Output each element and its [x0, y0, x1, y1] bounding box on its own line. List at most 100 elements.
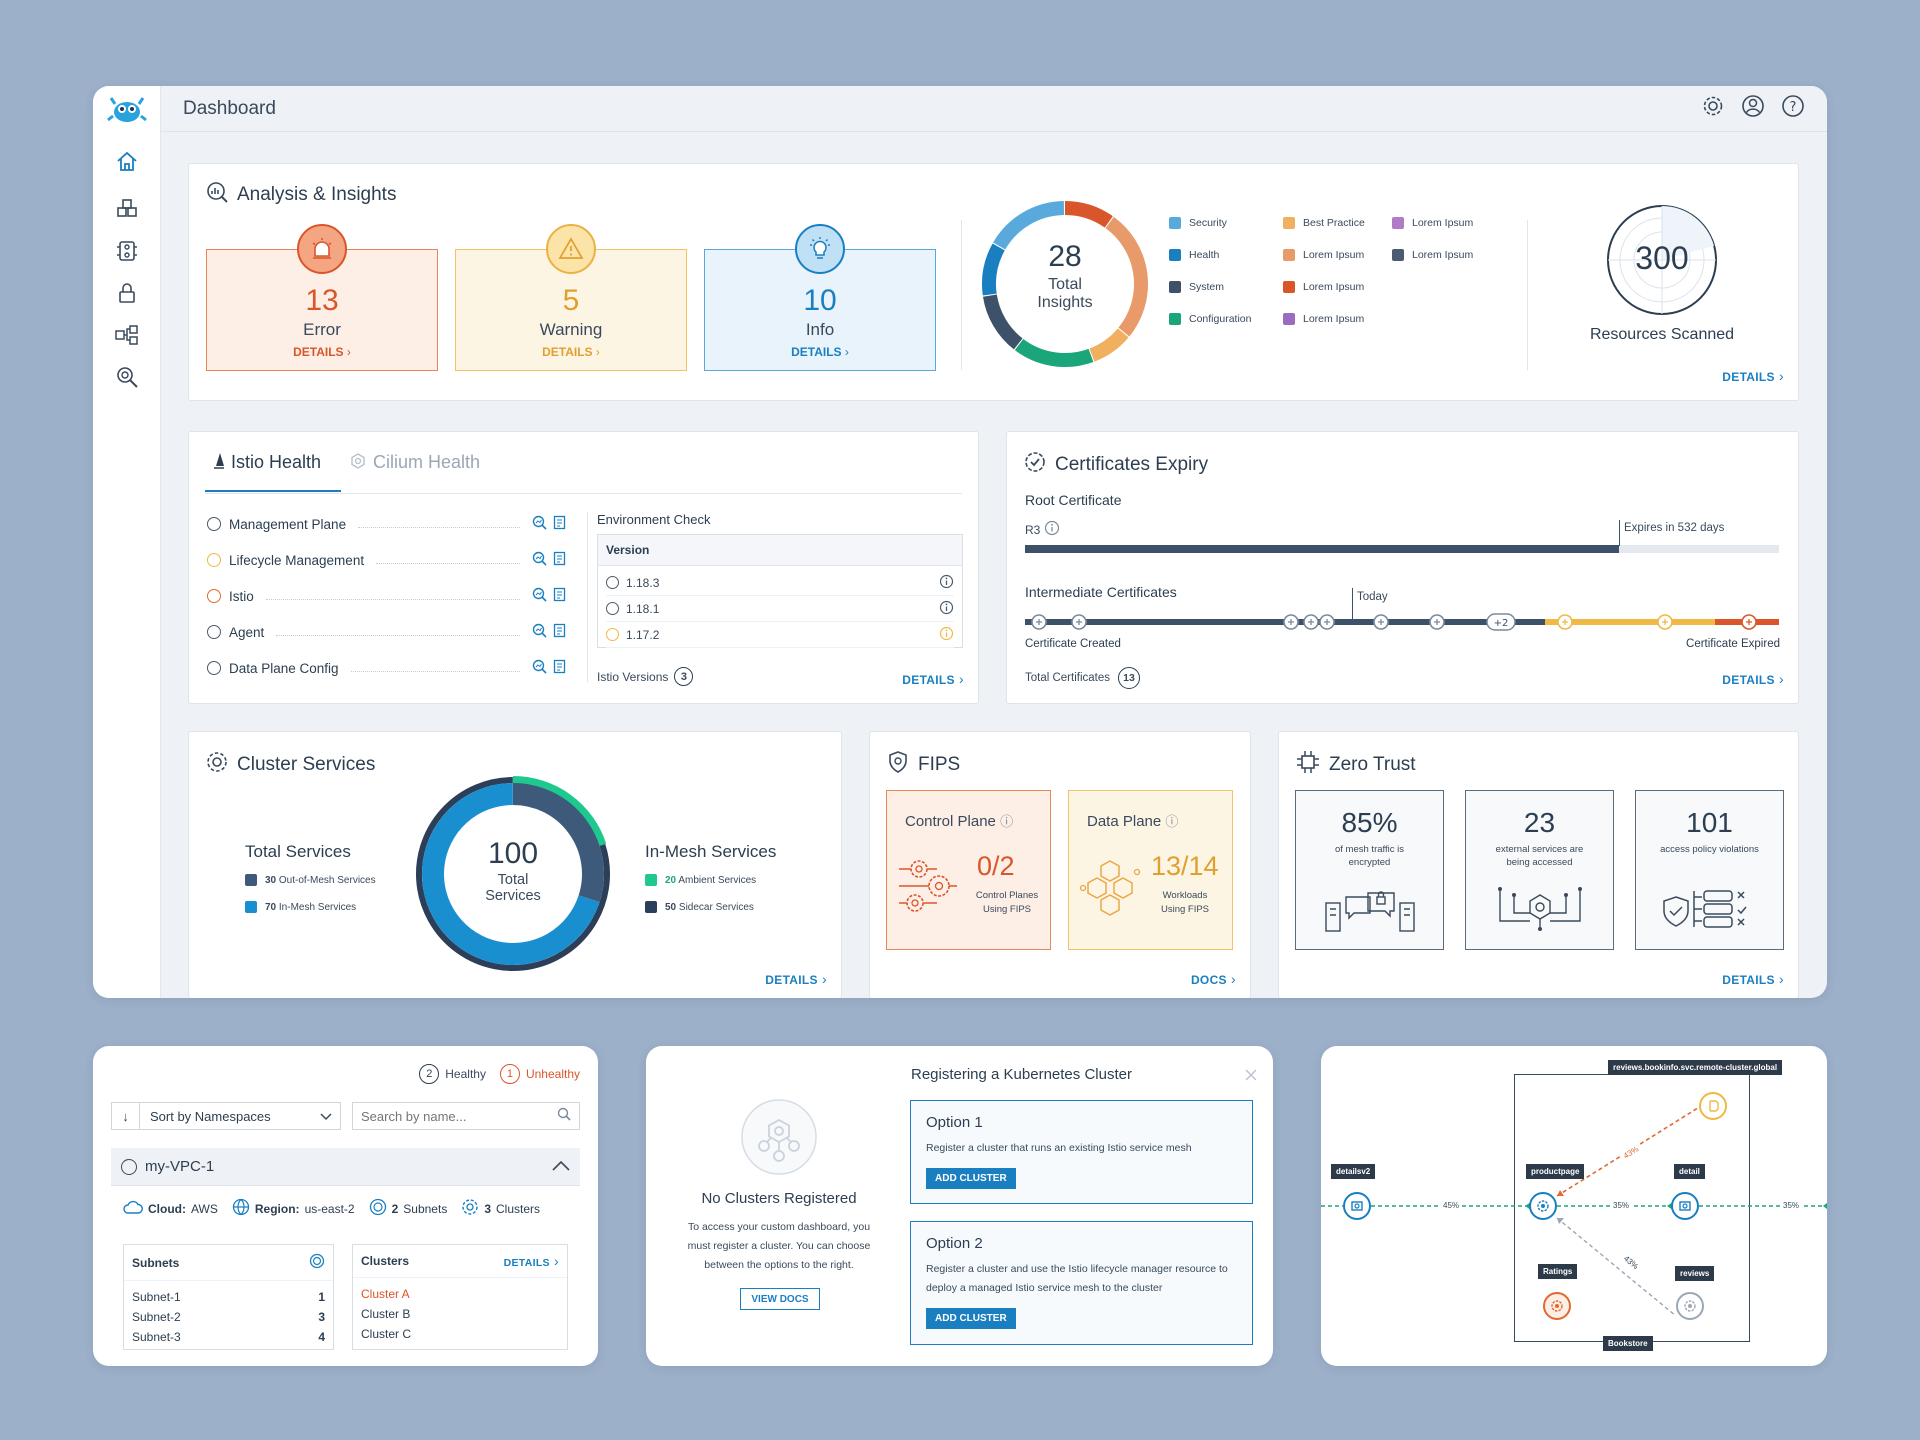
help-icon[interactable]: ?	[1781, 94, 1805, 123]
subnets-box: Subnets Subnet-1 1 Subnet-2 3 Subnet-3 4	[123, 1244, 334, 1350]
search-analysis-icon[interactable]	[532, 515, 547, 533]
subnet-row[interactable]: Subnet-1 1	[132, 1290, 325, 1304]
warning-icon	[546, 224, 596, 274]
insights-icon	[205, 180, 229, 210]
search-analysis-icon[interactable]	[532, 551, 547, 569]
search-analysis-icon[interactable]	[532, 659, 547, 677]
health-row[interactable]: Data Plane Config	[207, 659, 567, 677]
logs-icon[interactable]	[553, 587, 567, 605]
cluster-details-link[interactable]: DETAILS	[765, 971, 827, 987]
search-analysis-icon[interactable]	[532, 587, 547, 605]
search-analysis-icon[interactable]	[532, 623, 547, 641]
edge-label-45: 45%	[1441, 1201, 1462, 1210]
error-box[interactable]: 13 Error DETAILS	[206, 224, 438, 371]
chevron-up-icon[interactable]	[552, 1158, 570, 1175]
zt-violations-box[interactable]: 101 access policy violations	[1635, 790, 1784, 950]
status-circle-icon	[606, 628, 619, 641]
cert-expired-label: Certificate Expired	[1686, 638, 1780, 650]
subnet-row[interactable]: Subnet-2 3	[132, 1310, 325, 1324]
details-node[interactable]	[1343, 1192, 1371, 1220]
clusters-details-link[interactable]: DETAILS	[504, 1253, 559, 1269]
logs-icon[interactable]	[553, 623, 567, 641]
info-icon[interactable]	[939, 574, 954, 592]
detail-node[interactable]	[1671, 1192, 1699, 1220]
add-cluster-button-option2[interactable]: ADD CLUSTER	[926, 1307, 1016, 1329]
nav-home-icon[interactable]	[93, 140, 160, 182]
fips-docs-link[interactable]: DOCS	[1191, 971, 1236, 987]
control-plane-box[interactable]: Control Plane ⓘ 0/2 Control Planes Using …	[886, 790, 1051, 950]
analysis-details-link[interactable]: DETAILS	[1722, 368, 1784, 384]
nav-topology-icon[interactable]	[93, 314, 160, 356]
zt-external-box[interactable]: 23 external services are being accessed	[1465, 790, 1614, 950]
nav-search-insights-icon[interactable]	[93, 356, 160, 398]
search-input[interactable]	[353, 1103, 557, 1129]
logs-icon[interactable]	[553, 515, 567, 533]
tab-cilium-health[interactable]: Cilium Health	[349, 452, 480, 475]
reviews-node[interactable]	[1676, 1292, 1704, 1320]
app-logo[interactable]	[93, 86, 160, 132]
data-plane-count: 13/14	[1151, 851, 1219, 881]
subnet-row[interactable]: Subnet-3 4	[132, 1330, 325, 1344]
certs-details-link[interactable]: DETAILS	[1722, 671, 1784, 687]
health-row[interactable]: Agent	[207, 623, 567, 641]
info-details-link[interactable]: DETAILS	[705, 345, 935, 359]
info-box[interactable]: 10 Info DETAILS	[704, 224, 936, 371]
user-icon[interactable]	[1741, 94, 1765, 123]
no-clusters-desc: To access your custom dashboard, you mus…	[687, 1221, 871, 1271]
remote-reviews-node[interactable]	[1699, 1092, 1727, 1120]
sort-arrow-icon: ↓	[112, 1103, 140, 1129]
productpage-node[interactable]	[1529, 1192, 1557, 1220]
add-cluster-button-option1[interactable]: ADD CLUSTER	[926, 1167, 1016, 1189]
nav-lock-icon[interactable]	[93, 272, 160, 314]
vpc-header[interactable]: my-VPC-1	[111, 1148, 580, 1186]
unhealthy-label[interactable]: Unhealthy	[525, 1067, 580, 1081]
tab-istio-health[interactable]: Istio Health	[205, 452, 341, 492]
cert-more-count[interactable]: +2	[1494, 618, 1509, 629]
info-icon[interactable]	[939, 626, 954, 644]
healthy-label[interactable]: Healthy	[445, 1067, 486, 1081]
cluster-row[interactable]: Cluster A	[361, 1287, 410, 1301]
info-icon[interactable]	[939, 600, 954, 618]
nav-services-icon[interactable]	[93, 230, 160, 272]
info-icon[interactable]: ⓘ	[1000, 814, 1014, 829]
info-icon[interactable]: ⓘ	[1165, 814, 1179, 829]
cluster-row[interactable]: Cluster C	[361, 1327, 412, 1341]
error-details-link[interactable]: DETAILS	[207, 345, 437, 359]
info-icon[interactable]	[1044, 520, 1060, 539]
root-cert-title: Root Certificate	[1025, 492, 1122, 508]
health-details-link[interactable]: DETAILS	[902, 671, 964, 687]
cluster-row[interactable]: Cluster B	[361, 1307, 411, 1321]
zero-trust-details-link[interactable]: DETAILS	[1722, 971, 1784, 987]
warning-box[interactable]: 5 Warning DETAILS	[455, 224, 687, 371]
gear-icon[interactable]	[1701, 94, 1725, 123]
logs-icon[interactable]	[553, 551, 567, 569]
health-row[interactable]: Management Plane	[207, 515, 567, 533]
zt-encrypted-box[interactable]: 85% of mesh traffic is encrypted	[1295, 790, 1444, 950]
insights-legend-item: Security	[1169, 217, 1227, 229]
logs-icon[interactable]	[553, 659, 567, 677]
search-icon[interactable]	[557, 1107, 579, 1126]
in-mesh-title: In-Mesh Services	[645, 842, 777, 861]
ratings-node[interactable]	[1543, 1292, 1571, 1320]
status-circle-icon	[207, 553, 221, 567]
health-row[interactable]: Istio	[207, 587, 567, 605]
cluster-title: Cluster Services	[205, 750, 375, 780]
warning-details-link[interactable]: DETAILS	[456, 345, 686, 359]
close-icon[interactable]	[1245, 1068, 1257, 1086]
view-docs-button[interactable]: VIEW DOCS	[740, 1288, 820, 1310]
data-plane-box[interactable]: Data Plane ⓘ 13/14 Workloads Using FIPS	[1068, 790, 1233, 950]
version-row[interactable]: 1.17.2	[606, 622, 954, 648]
total-certs-count: 13	[1118, 667, 1141, 689]
nav-packages-icon[interactable]	[93, 188, 160, 230]
istio-sail-icon	[213, 452, 225, 475]
fips-card: FIPS Control Plane ⓘ 0/2 Control Planes U…	[869, 731, 1251, 998]
version-row[interactable]: 1.18.3	[606, 570, 954, 596]
status-circle-icon	[207, 625, 221, 639]
no-clusters-title: No Clusters Registered	[701, 1190, 857, 1207]
version-row[interactable]: 1.18.1	[606, 596, 954, 622]
dashboard-window: Dashboard ? Analysis & Insights 13 Error…	[93, 86, 1827, 998]
warning-label: Warning	[539, 320, 603, 339]
ratings-tag: Ratings	[1538, 1264, 1578, 1279]
sort-select[interactable]: ↓ Sort by Namespaces	[111, 1102, 341, 1130]
health-row[interactable]: Lifecycle Management	[207, 551, 567, 569]
